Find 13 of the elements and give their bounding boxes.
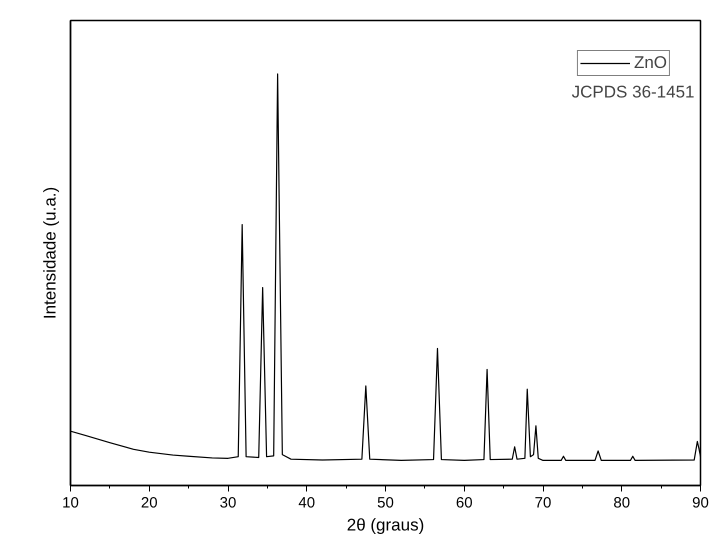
x-tick-label: 50 <box>377 494 394 512</box>
x-tick-label: 90 <box>692 494 709 512</box>
x-tick-label: 20 <box>140 494 158 512</box>
legend-label: ZnO <box>634 53 667 73</box>
x-axis-title: 2θ (graus) <box>346 516 424 534</box>
x-tick-label: 80 <box>613 494 630 512</box>
x-tick-label: 30 <box>220 494 236 512</box>
x-tick-label: 70 <box>534 494 552 512</box>
y-axis-title: Intensidade (u.a.) <box>40 186 60 320</box>
annotation: JCPDS 36-1451 <box>572 82 694 102</box>
x-tick-label: 10 <box>62 494 79 512</box>
x-tick-label: 60 <box>456 494 473 512</box>
x-tick-label: 40 <box>298 494 316 512</box>
